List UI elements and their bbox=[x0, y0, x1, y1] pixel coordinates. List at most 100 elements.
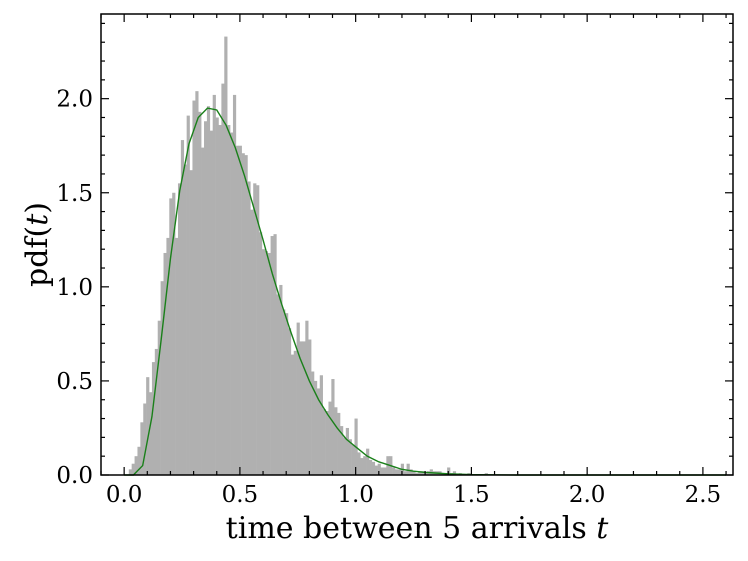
x-tick-labels: 0.0 0.5 1.0 1.5 2.0 2.5 bbox=[106, 482, 721, 508]
histogram-bar bbox=[261, 249, 266, 475]
histogram-bar bbox=[273, 234, 277, 475]
histogram-bar bbox=[357, 452, 361, 475]
histogram-bar bbox=[328, 401, 332, 475]
histogram-bar bbox=[290, 354, 295, 475]
histogram-bar bbox=[134, 456, 138, 475]
histogram-bar bbox=[285, 313, 289, 475]
histogram-bar bbox=[267, 252, 271, 475]
histogram-bar bbox=[169, 198, 173, 475]
histogram-bar bbox=[366, 448, 370, 475]
histogram-bar bbox=[256, 185, 260, 476]
histogram-bar bbox=[392, 467, 396, 475]
histogram-bar bbox=[282, 309, 286, 475]
histogram-bar bbox=[340, 426, 344, 475]
histogram-bar bbox=[259, 232, 263, 475]
histogram-bar bbox=[146, 377, 150, 475]
histogram-bar bbox=[316, 388, 321, 475]
histogram-bar bbox=[342, 437, 347, 475]
histogram-bar bbox=[235, 145, 240, 475]
x-tick-label: 0.0 bbox=[106, 482, 143, 508]
histogram-bar bbox=[305, 320, 309, 475]
histogram-bar bbox=[166, 237, 170, 475]
histogram-bar bbox=[206, 106, 211, 475]
y-axis-label: pdf(t) bbox=[20, 202, 55, 287]
histogram-bar bbox=[397, 469, 402, 475]
x-axis-label-variable: t bbox=[596, 511, 609, 546]
histogram-bar bbox=[221, 83, 225, 476]
histogram-bar bbox=[180, 140, 185, 475]
histogram-bar bbox=[383, 467, 387, 475]
histogram-bar bbox=[192, 100, 196, 475]
y-tick-labels: 0.0 0.5 1.0 1.5 2.0 bbox=[56, 87, 93, 489]
plot-frame bbox=[100, 13, 734, 476]
histogram-bar bbox=[371, 461, 376, 475]
histogram-bar bbox=[137, 446, 141, 475]
y-tick-label: 0.0 bbox=[56, 463, 93, 489]
histogram-bar bbox=[325, 411, 329, 475]
histogram-bar bbox=[395, 469, 399, 475]
histogram-bar bbox=[345, 427, 349, 475]
histogram-bar bbox=[140, 422, 144, 475]
histogram-bar bbox=[232, 94, 237, 475]
histogram-bar bbox=[209, 130, 213, 475]
y-axis-label-variable: t bbox=[20, 213, 55, 226]
y-axis-label-close: ) bbox=[20, 202, 55, 214]
histogram-bar bbox=[386, 456, 390, 475]
histogram-bar bbox=[172, 192, 176, 475]
histogram-bar bbox=[157, 320, 161, 475]
histogram-bar bbox=[452, 471, 457, 475]
histogram-bar bbox=[299, 341, 303, 475]
axis-ticks bbox=[100, 14, 733, 476]
histogram-bar bbox=[186, 115, 190, 476]
histogram-bar bbox=[163, 252, 167, 475]
histogram-bar bbox=[264, 251, 268, 475]
histogram-bar bbox=[293, 350, 297, 475]
histogram-bar bbox=[212, 94, 216, 475]
histogram-bar bbox=[253, 183, 257, 475]
histogram-bar bbox=[247, 181, 251, 475]
histogram-bar bbox=[201, 147, 205, 475]
histogram-bar bbox=[230, 132, 234, 476]
histogram-bar bbox=[313, 380, 318, 475]
histogram-bar bbox=[218, 125, 222, 476]
histogram-bar bbox=[412, 471, 416, 475]
histogram-bar bbox=[183, 164, 187, 475]
histogram-bar bbox=[351, 444, 355, 475]
histogram-bar bbox=[154, 348, 159, 475]
histogram-bar bbox=[195, 91, 199, 476]
x-tick-label: 1.5 bbox=[453, 482, 490, 508]
histogram-bar bbox=[368, 459, 373, 475]
y-tick-label: 2.0 bbox=[56, 87, 93, 113]
histogram-bar bbox=[175, 237, 179, 475]
histogram-bar bbox=[296, 322, 300, 475]
histogram-bar bbox=[334, 407, 338, 475]
histogram-bar bbox=[128, 469, 132, 475]
y-tick-label: 1.5 bbox=[56, 181, 93, 207]
histogram-bar bbox=[227, 125, 231, 476]
histogram-bar bbox=[215, 117, 219, 476]
x-tick-label: 2.5 bbox=[685, 482, 722, 508]
histogram-bar bbox=[311, 371, 315, 475]
histogram-bar bbox=[415, 473, 419, 475]
histogram-bar bbox=[279, 284, 283, 475]
histogram-bar bbox=[198, 111, 202, 475]
histogram-bar bbox=[377, 463, 381, 475]
histogram-bar bbox=[406, 463, 410, 475]
histogram-bar bbox=[302, 341, 306, 475]
histogram-bar bbox=[337, 412, 341, 475]
histogram-bar bbox=[131, 463, 135, 475]
histogram-bar bbox=[287, 328, 292, 475]
histogram-bar bbox=[418, 471, 422, 475]
histogram-bar bbox=[276, 294, 280, 475]
histogram-bar bbox=[224, 36, 228, 475]
histogram-bar bbox=[403, 471, 407, 475]
x-tick-label: 1.0 bbox=[337, 482, 374, 508]
histogram-bar bbox=[244, 155, 248, 475]
histogram-bar bbox=[348, 439, 352, 475]
histogram-bar bbox=[143, 403, 147, 475]
histogram-bar bbox=[322, 409, 326, 475]
histogram-bar bbox=[238, 145, 242, 475]
histogram-bar bbox=[421, 471, 425, 475]
x-tick-label: 0.5 bbox=[222, 482, 259, 508]
